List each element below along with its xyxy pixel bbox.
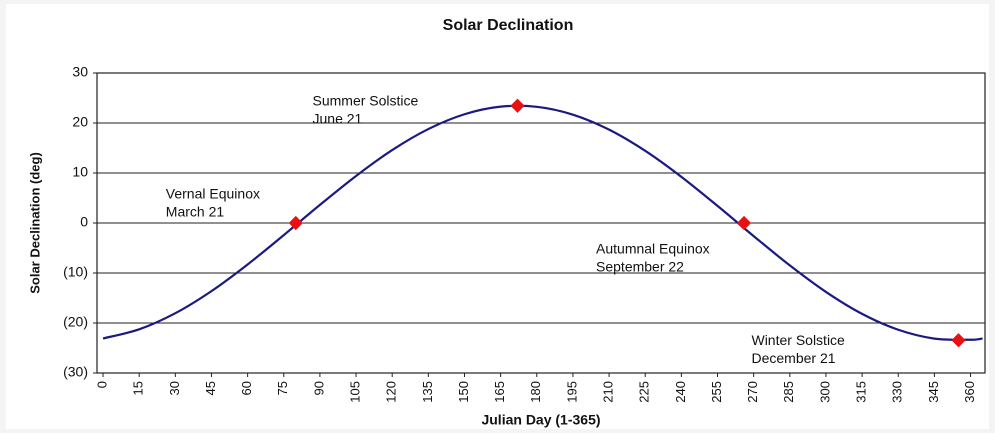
x-tick-label: 210 bbox=[601, 381, 616, 403]
y-tick-label: (10) bbox=[63, 264, 88, 280]
line-series bbox=[102, 104, 983, 341]
x-tick-label: 45 bbox=[203, 381, 218, 395]
x-tick-label: 60 bbox=[239, 381, 254, 395]
x-tick-label: 345 bbox=[926, 381, 941, 403]
annotation: September 22 bbox=[596, 259, 684, 275]
annotation: Autumnal Equinox bbox=[596, 241, 710, 257]
annotation: June 21 bbox=[313, 110, 363, 126]
y-tick-label: 0 bbox=[80, 214, 88, 230]
x-tick-label: 315 bbox=[854, 381, 869, 403]
annotation: Winter Solstice bbox=[751, 332, 845, 348]
x-tick-label: 0 bbox=[94, 381, 109, 388]
x-tick-label: 90 bbox=[311, 381, 326, 395]
marker bbox=[736, 215, 752, 231]
x-axis-label: Julian Day (1-365) bbox=[481, 412, 600, 428]
x-tick-label: 330 bbox=[890, 381, 905, 403]
annotation: December 21 bbox=[751, 350, 835, 366]
x-tick-label: 225 bbox=[637, 381, 652, 403]
x-tick-label: 360 bbox=[962, 381, 977, 403]
chart-title: Solar Declination bbox=[443, 17, 574, 34]
plot-border bbox=[96, 72, 986, 374]
x-tick-label: 180 bbox=[528, 381, 543, 403]
y-tick-label: (20) bbox=[63, 314, 88, 330]
x-tick-label: 255 bbox=[709, 381, 724, 403]
x-tick-label: 300 bbox=[817, 381, 832, 403]
y-tick-label: 10 bbox=[72, 164, 88, 180]
x-tick-label: 270 bbox=[745, 381, 760, 403]
marker bbox=[951, 333, 966, 348]
y-tick-label: (30) bbox=[63, 364, 88, 380]
x-tick-label: 120 bbox=[384, 381, 399, 403]
y-tick-label: 20 bbox=[72, 114, 88, 130]
annotation: Summer Solstice bbox=[313, 92, 419, 108]
y-tick-label: 30 bbox=[72, 64, 88, 80]
x-tick-label: 165 bbox=[492, 381, 507, 403]
x-tick-label: 150 bbox=[456, 381, 471, 403]
marker bbox=[510, 98, 525, 113]
marker bbox=[288, 215, 303, 231]
annotation: March 21 bbox=[166, 204, 225, 220]
x-tick-label: 105 bbox=[347, 381, 362, 403]
x-tick-label: 15 bbox=[131, 381, 146, 395]
x-tick-label: 195 bbox=[564, 381, 579, 403]
x-tick-label: 240 bbox=[673, 381, 688, 403]
panel bbox=[6, 4, 989, 429]
x-tick-label: 75 bbox=[275, 381, 290, 395]
x-tick-label: 135 bbox=[420, 381, 435, 403]
y-axis-label: Solar Declination (deg) bbox=[27, 152, 42, 294]
annotation: Vernal Equinox bbox=[166, 186, 260, 202]
x-tick-label: 285 bbox=[781, 381, 796, 403]
x-tick-label: 30 bbox=[167, 381, 182, 395]
